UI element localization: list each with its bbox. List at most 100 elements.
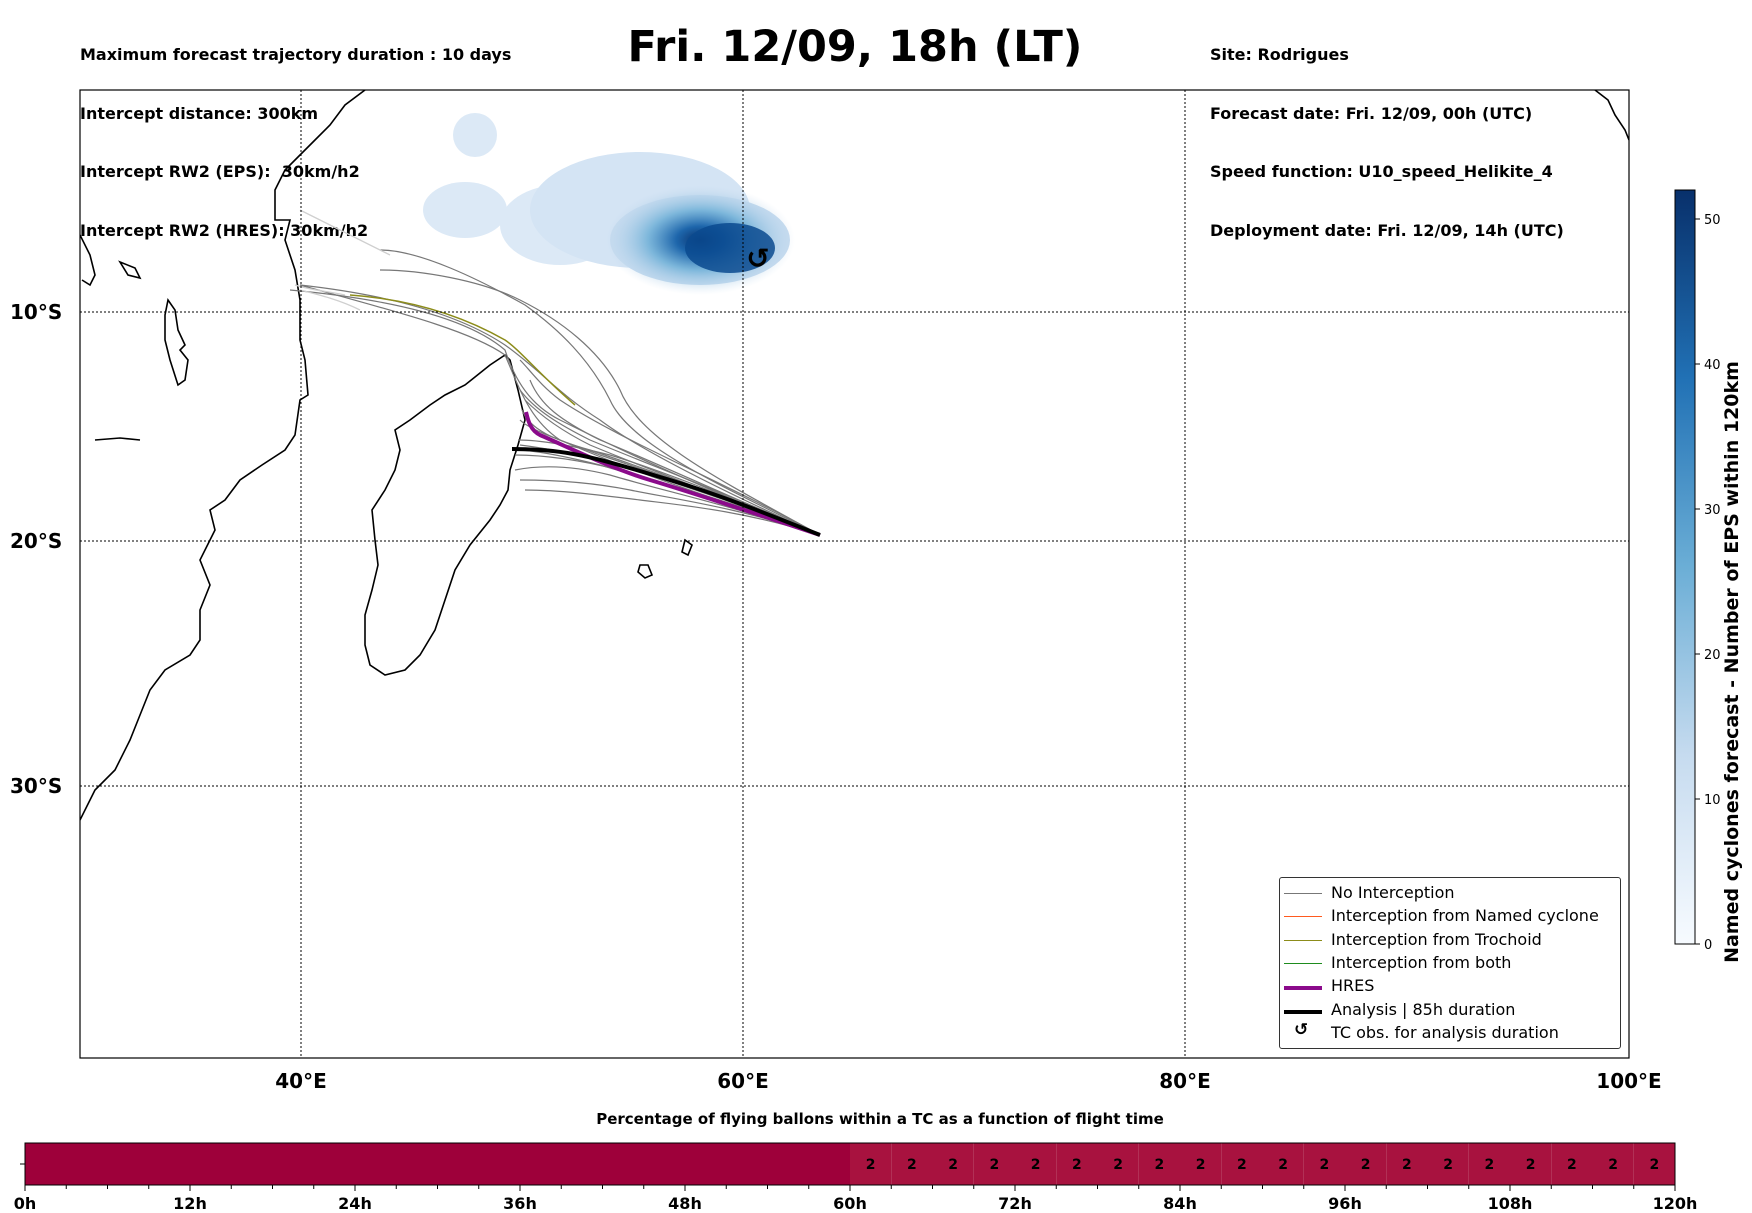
cyclone-obs-symbol: ↺ [746,242,769,275]
bar-tick-label: 72h [998,1194,1032,1213]
bar-tick-label: 120h [1653,1194,1698,1213]
bar-cell [1510,1143,1552,1185]
header-left-line: Intercept distance: 300km [80,103,319,123]
x-tick-label: 80°E [1159,1069,1211,1093]
bar-cell [1551,1143,1593,1185]
bar-cell [973,1143,1015,1185]
header-right-line: Deployment date: Fri. 12/09, 14h (UTC) [1210,220,1564,240]
bar-cell-label: 2 [1072,1157,1082,1173]
bar-tick-label: 0h [14,1194,37,1213]
bar-cell [1468,1143,1510,1185]
bar-cell [1221,1143,1263,1185]
bar-cell-label: 2 [1402,1157,1412,1173]
colorbar-tick-label: 10 [1704,793,1721,808]
bar-cell [1345,1143,1387,1185]
legend-item: Analysis | 85h duration [1280,1000,1620,1022]
bar-cell-label: 2 [948,1157,958,1173]
bar-cell-label: 2 [1278,1157,1288,1173]
legend-swatch-analysis [1284,1010,1322,1014]
bar-cell-label: 2 [1526,1157,1536,1173]
no-interception-tracks [289,249,821,536]
x-tick-label: 60°E [717,1069,769,1093]
bar-cell [1097,1143,1139,1185]
colorbar-tick-label: 30 [1704,503,1721,518]
island [681,538,693,557]
flight-time-bar-title: Percentage of flying ballons within a TC… [596,1110,1164,1128]
legend-label: Interception from both [1331,953,1512,972]
x-tick-label: 100°E [1596,1069,1661,1093]
bar-tick-label: 108h [1488,1194,1533,1213]
bar-cell [891,1143,933,1185]
x-tick-labels: 40°E 60°E 80°E 100°E [275,1069,1661,1093]
bar-cell-label: 2 [1320,1157,1330,1173]
bar-tick-label: 96h [1328,1194,1362,1213]
coast-fragment [1594,90,1629,141]
colorbar-title: Named cyclones forecast - Number of EPS … [1721,361,1743,963]
colorbar-tick-label: 20 [1704,648,1721,663]
y-tick-label: 20°S [10,529,62,553]
x-tick-label: 40°E [275,1069,327,1093]
bar-cell-label: 2 [1155,1157,1165,1173]
legend-label: HRES [1331,976,1375,995]
legend-item: Interception from Named cyclone [1280,906,1620,928]
coast-fragment [80,234,96,287]
header-left-info: Maximum forecast trajectory duration : 1… [80,6,511,260]
header-right-line: Forecast date: Fri. 12/09, 00h (UTC) [1210,103,1533,123]
colorbar-tick-label: 50 [1704,213,1721,228]
y-tick-label: 10°S [10,300,62,324]
colorbar-tick-label: 0 [1704,938,1712,953]
bar-cell [1592,1143,1634,1185]
legend-swatch-hres [1284,986,1322,990]
bar-cell [1386,1143,1428,1185]
bar-cell [932,1143,974,1185]
flight-time-bar: 2 2 2 2 2 2 2 2 2 2 2 2 2 2 2 2 2 2 2 2 0h 12h 24h 36h 48h 60h 72h… [14,1142,1698,1213]
bar-cell [1303,1143,1345,1185]
bar-tick-label: 60h [833,1194,867,1213]
bar-cell-label: 2 [907,1157,917,1173]
trochoid-interception-track [349,294,576,406]
legend-item: ↺ TC obs. for analysis duration [1280,1020,1620,1045]
bar-cell-label: 2 [1113,1157,1123,1173]
y-tick-labels: 10°S 20°S 30°S [10,300,62,798]
legend-label: Interception from Trochoid [1331,930,1542,949]
mozambique-channel-island [164,298,189,387]
bar-cell-label: 2 [1567,1157,1577,1173]
cyclone-density-field [423,113,795,295]
legend-item: Interception from both [1280,953,1620,975]
bar-tick-label: 84h [1163,1194,1197,1213]
header-right-line: Site: Rodrigues [1210,45,1349,64]
gridlines [80,90,1629,1058]
bar-tick-label: 24h [338,1194,372,1213]
colorbar [1674,189,1696,945]
chart-title: Fri. 12/09, 18h (LT) [627,22,1083,72]
legend-item: Interception from Trochoid [1280,930,1620,952]
trajectories [289,209,821,537]
africa-coast [80,90,366,821]
coast-fragment [94,437,141,441]
bar-cell-label: 2 [1443,1157,1453,1173]
header-left-line: Intercept RW2 (EPS): 30km/h2 [80,162,360,181]
y-tick-label: 30°S [10,774,62,798]
madagascar-coast [364,353,526,676]
island [637,564,654,579]
map-frame [79,89,1630,1059]
bar-cell [1056,1143,1098,1185]
legend-label: No Interception [1331,883,1455,902]
bar-cell [1180,1143,1222,1185]
bar-tick-label: 36h [503,1194,537,1213]
legend-swatch-named-cyclone [1284,916,1322,917]
analysis-track [511,447,821,537]
legend-swatch-trochoid [1284,940,1322,941]
bar-cell [1262,1143,1304,1185]
colorbar-tick-label: 40 [1704,358,1721,373]
bar-cell [1015,1143,1057,1185]
bar-cell [1138,1143,1180,1185]
header-right-info: Site: Rodrigues Forecast date: Fri. 12/0… [1210,6,1564,260]
bar-tick-label: 48h [668,1194,702,1213]
legend-item: No Interception [1280,883,1620,905]
legend-swatch-both [1284,963,1322,964]
bar-tick-label: 12h [173,1194,207,1213]
bar-cell-label: 2 [1650,1157,1660,1173]
coastlines [80,90,1629,821]
